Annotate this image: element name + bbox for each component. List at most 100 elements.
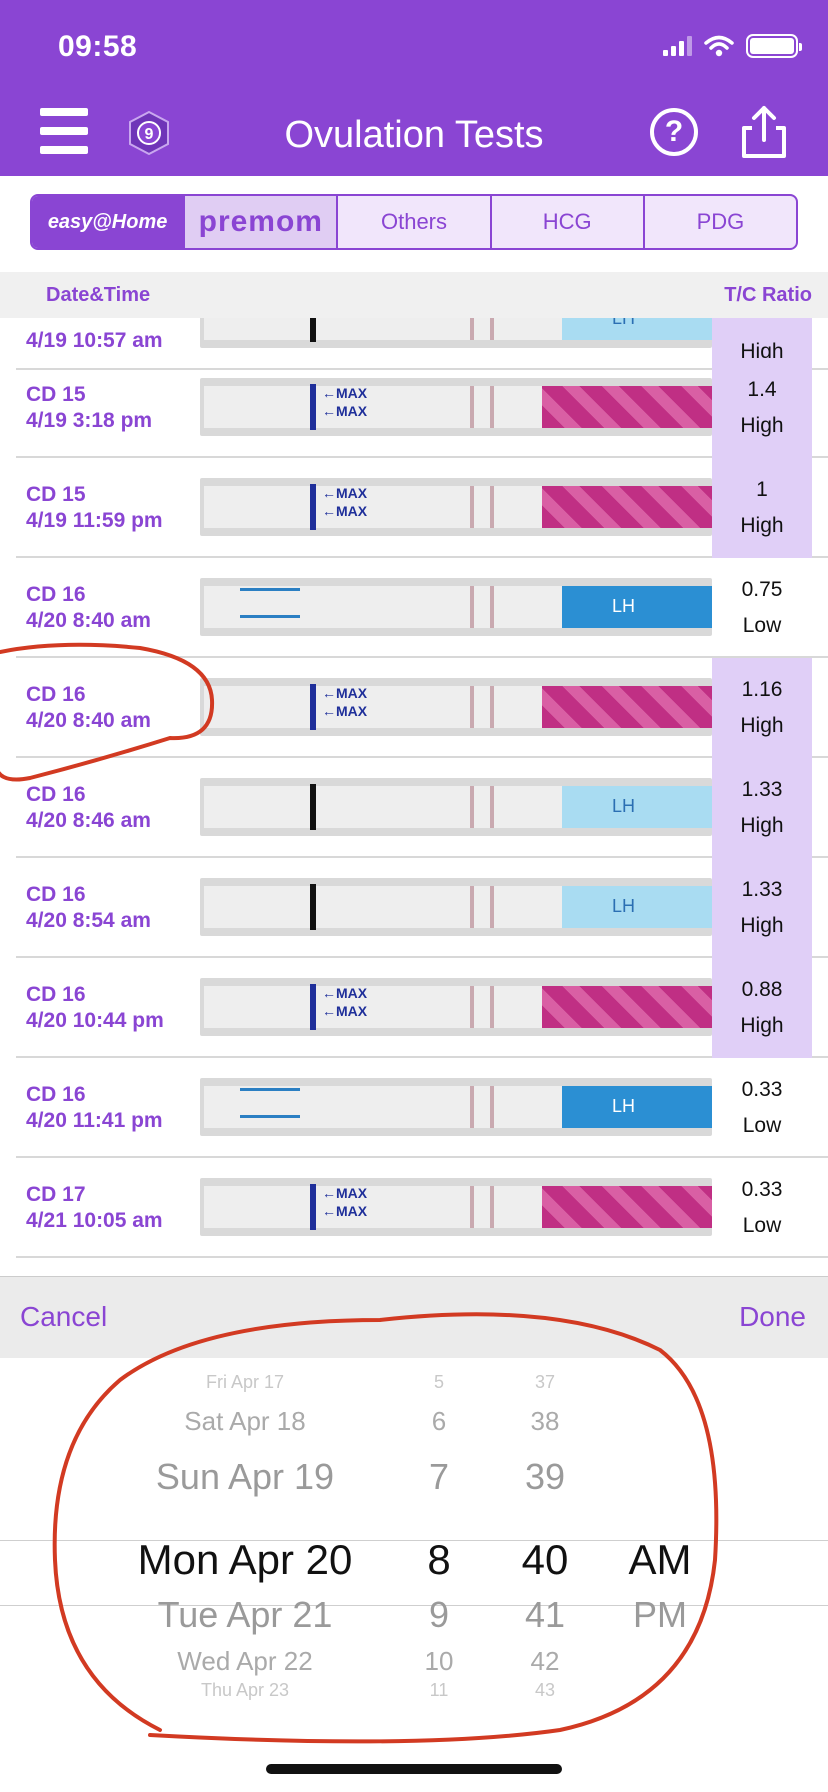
lh-level: High: [740, 814, 784, 837]
minute-option[interactable]: 43: [534, 1680, 556, 1700]
tc-ratio-value: 1.4: [747, 378, 777, 401]
hour-option[interactable]: 7: [428, 1456, 450, 1497]
hour-option[interactable]: 10: [424, 1646, 454, 1676]
test-row[interactable]: CD 15 4/19 3:18 pm ←MAX ←MAX 1.4 High: [16, 358, 828, 458]
date-wheel[interactable]: Fri Apr 17 Sat Apr 18 Sun Apr 19 Mon Apr 20…: [90, 1358, 400, 1750]
tc-ratio-value: 0.75: [741, 578, 783, 601]
test-timestamp: 4/20 8:40 am: [26, 609, 151, 632]
date-option[interactable]: Wed Apr 22: [177, 1646, 313, 1676]
lh-level: High: [740, 414, 784, 437]
ratio-header: T/C Ratio: [724, 284, 812, 306]
cycle-day: CD 16: [26, 883, 86, 906]
lh-level: High: [740, 914, 784, 937]
date-option[interactable]: Thu Apr 23: [200, 1680, 290, 1700]
tab-easy-home[interactable]: easy@Home: [32, 196, 186, 248]
test-date-time: CD 16 4/20 8:40 am: [26, 582, 151, 634]
test-row[interactable]: CD 17 4/21 10:05 am ←MAX ←MAX 0.33 Low: [16, 1158, 828, 1258]
ampm-wheel[interactable]: AM PM: [610, 1358, 710, 1750]
test-row[interactable]: CD 16 4/20 8:54 am LH 1.33 High: [16, 858, 828, 958]
test-timestamp: 4/20 8:46 am: [26, 809, 151, 832]
tab-others[interactable]: Others: [338, 196, 492, 248]
date-option[interactable]: Mon Apr 20: [137, 1536, 353, 1583]
hour-option[interactable]: 6: [431, 1406, 447, 1436]
date-option[interactable]: Sat Apr 18: [184, 1406, 306, 1436]
cycle-day: CD 16: [26, 583, 86, 606]
tc-ratio-cell: 1.16 High: [712, 658, 812, 758]
minute-wheel[interactable]: 37 38 39 40 41 42 43: [500, 1358, 590, 1750]
cycle-day: CD 16: [26, 1083, 86, 1106]
tc-ratio-cell: 1.33 High: [712, 758, 812, 858]
cycle-day: 4/19 10:57 am: [26, 329, 163, 352]
lh-level: Low: [742, 614, 782, 637]
lh-level: High: [740, 714, 784, 737]
test-strip-image: LH: [200, 578, 712, 636]
date-time-picker[interactable]: Fri Apr 17 Sat Apr 18 Sun Apr 19 Mon Apr 20…: [0, 1358, 828, 1750]
test-strip-image: ←MAX ←MAX: [200, 378, 712, 436]
menu-icon[interactable]: [40, 108, 88, 154]
tc-ratio-value: 1: [756, 478, 768, 501]
test-row[interactable]: CD 15 4/19 11:59 pm ←MAX ←MAX 1 High: [16, 458, 828, 558]
hour-option[interactable]: 8: [427, 1536, 451, 1583]
tc-ratio-cell: 0.75 Low: [712, 558, 812, 658]
minute-option[interactable]: 40: [521, 1536, 569, 1583]
hour-wheel[interactable]: 5 6 7 8 9 10 11: [394, 1358, 484, 1750]
tc-ratio-value: 0.33: [741, 1178, 783, 1201]
test-timestamp: 4/19 3:18 pm: [26, 409, 153, 432]
date-option[interactable]: Tue Apr 21: [157, 1594, 333, 1635]
tab-pdg[interactable]: PDG: [696, 209, 745, 234]
ampm-option[interactable]: AM: [628, 1536, 692, 1583]
date-time-header: Date&Time: [46, 284, 151, 306]
app-header: 09:58 9 Ovulation Tests ?: [0, 0, 828, 176]
test-row[interactable]: CD 16 4/20 8:40 am ←MAX ←MAX 1.16 High: [16, 658, 828, 758]
test-timestamp: 4/20 8:54 am: [26, 909, 151, 932]
test-strip-image: LH: [200, 1078, 712, 1136]
lh-level: High: [740, 1014, 784, 1037]
brand-tabs: easy@Home premom Others HCG PDG: [30, 194, 798, 250]
badge-number: 9: [145, 126, 154, 143]
minute-option[interactable]: 37: [534, 1372, 556, 1392]
lh-level: High: [740, 340, 784, 363]
test-date-time: CD 16 4/20 10:44 pm: [26, 982, 164, 1034]
test-strip-image: ←MAX ←MAX: [200, 478, 712, 536]
picker-toolbar: Cancel Done: [0, 1276, 828, 1358]
test-strip-image: LH: [200, 318, 712, 348]
tc-ratio-value: 1.33: [741, 878, 783, 901]
day-badge-icon: 9: [129, 110, 169, 156]
tc-ratio-cell: 1.4 High: [712, 358, 812, 458]
tab-hcg[interactable]: HCG: [492, 196, 645, 248]
ampm-option[interactable]: PM: [633, 1594, 687, 1635]
date-option[interactable]: Sun Apr 19: [155, 1456, 335, 1497]
test-timestamp: 4/19 11:59 pm: [26, 509, 163, 532]
hour-option[interactable]: 5: [433, 1372, 444, 1392]
hour-option[interactable]: 11: [429, 1680, 449, 1700]
share-icon[interactable]: [738, 104, 790, 160]
page-title: Ovulation Tests: [284, 114, 544, 156]
tc-ratio-cell: 0.88 High: [712, 958, 812, 1058]
tc-ratio-cell: 1 High: [712, 458, 812, 558]
tc-ratio-value: 1.33: [741, 778, 783, 801]
minute-option[interactable]: 42: [530, 1646, 560, 1676]
hour-option[interactable]: 9: [428, 1594, 450, 1635]
test-date-time: CD 17 4/21 10:05 am: [26, 1182, 163, 1234]
battery-icon: [746, 34, 802, 58]
home-indicator[interactable]: [266, 1764, 562, 1774]
tc-ratio-value: 0.33: [741, 1078, 783, 1101]
minute-option[interactable]: 38: [530, 1406, 560, 1436]
tc-ratio-value: 0.88: [741, 978, 783, 1001]
cancel-button[interactable]: Cancel: [20, 1301, 108, 1332]
tab-premom[interactable]: premom: [185, 196, 339, 248]
test-row[interactable]: CD 16 4/20 8:40 am LH 0.75 Low: [16, 558, 828, 658]
minute-option[interactable]: 41: [524, 1594, 566, 1635]
help-icon[interactable]: ?: [650, 108, 698, 156]
test-row[interactable]: CD 16 4/20 8:46 am LH 1.33 High: [16, 758, 828, 858]
test-timestamp: 4/20 10:44 pm: [26, 1009, 164, 1032]
test-date-time: 4/19 10:57 am: [26, 328, 163, 354]
date-option[interactable]: Fri Apr 17: [205, 1372, 285, 1392]
done-button[interactable]: Done: [739, 1301, 806, 1332]
tc-ratio-cell: 1.33 High: [712, 858, 812, 958]
test-timestamp: 4/20 11:41 pm: [26, 1109, 163, 1132]
test-row[interactable]: CD 16 4/20 11:41 pm LH 0.33 Low: [16, 1058, 828, 1158]
lh-level: Low: [742, 1114, 782, 1137]
test-row[interactable]: CD 16 4/20 10:44 pm ←MAX ←MAX 0.88 High: [16, 958, 828, 1058]
minute-option[interactable]: 39: [524, 1456, 566, 1497]
